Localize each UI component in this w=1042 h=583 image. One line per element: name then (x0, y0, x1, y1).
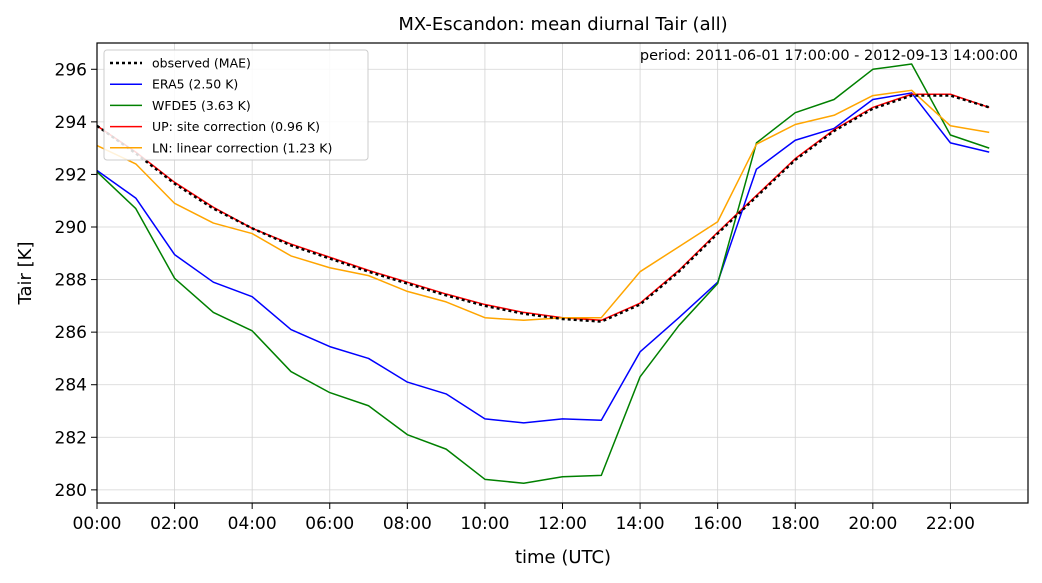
legend: observed (MAE) ERA5 (2.50 K) WFDE5 (3.63 K… (103, 49, 369, 161)
chart-title: MX-Escandon: mean diurnal Tair (all) (398, 14, 727, 35)
x-tick-label: 08:00 (383, 514, 432, 534)
legend-label: LN: linear correction (1.23 K) (152, 140, 332, 155)
legend-label: UP: site correction (0.96 K) (152, 119, 320, 134)
x-axis-label: time (UTC) (515, 547, 611, 568)
x-tick-label: 10:00 (460, 514, 509, 534)
x-tick-label: 00:00 (73, 514, 122, 534)
legend-label: WFDE5 (3.63 K) (152, 98, 251, 113)
y-tick-label: 292 (55, 165, 87, 185)
x-tick-label: 02:00 (150, 514, 199, 534)
x-tick-label: 04:00 (228, 514, 277, 534)
x-tick-label: 14:00 (616, 514, 665, 534)
y-tick-label: 294 (55, 113, 87, 133)
series-layer (96, 63, 990, 485)
ticks: 00:00 02:00 04:00 06:00 08:00 10:00 12:00 14:00… (55, 60, 975, 534)
y-tick-label: 280 (55, 481, 87, 501)
y-axis-label: Tair [K] (15, 241, 36, 305)
y-tick-label: 288 (55, 271, 87, 291)
period-annotation: period: 2011-06-01 17:00:00 - 2012-09-13… (640, 48, 1018, 64)
y-tick-label: 284 (55, 376, 87, 396)
x-tick-label: 12:00 (538, 514, 587, 534)
y-tick-label: 286 (55, 323, 87, 343)
y-tick-label: 290 (55, 218, 87, 238)
series-line-observed-mae (96, 94, 990, 323)
legend-label: observed (MAE) (152, 56, 251, 71)
x-tick-label: 06:00 (305, 514, 354, 534)
grid (96, 43, 1028, 503)
x-tick-label: 20:00 (848, 514, 897, 534)
legend-label: ERA5 (2.50 K) (152, 77, 238, 92)
x-tick-label: 16:00 (693, 514, 742, 534)
y-tick-label: 282 (55, 428, 87, 448)
x-tick-label: 18:00 (771, 514, 820, 534)
y-tick-label: 296 (55, 60, 87, 80)
x-tick-label: 22:00 (926, 514, 975, 534)
series-line-era5-2-50-k (96, 92, 990, 424)
series-line-ln-linear-correction-1-23-k (96, 89, 990, 322)
legend-box (103, 49, 369, 161)
series-line-wfde5-3-63-k (96, 63, 990, 485)
